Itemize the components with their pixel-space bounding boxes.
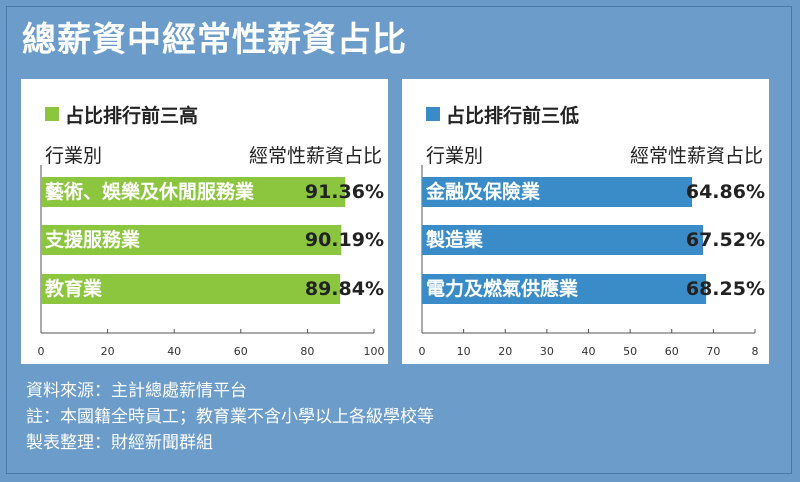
bar-value-label: 68.25% xyxy=(685,278,765,300)
x-tick-label: 40 xyxy=(581,345,596,358)
bar xyxy=(422,225,704,255)
x-tick-label: 50 xyxy=(623,345,638,358)
x-tick-label: 20 xyxy=(498,345,513,358)
bar xyxy=(41,177,346,207)
bar-value-label: 89.84% xyxy=(304,278,384,300)
x-tick-label: 60 xyxy=(664,345,679,358)
legend: 占比排行前三高 xyxy=(45,103,199,127)
x-tick-label: 80 xyxy=(300,345,315,358)
chart-panel-bottom-three: 占比排行前三低 行業別 經常性薪資占比 0 10 20 30 40 50 60 70 8 金融及保… xyxy=(402,79,769,364)
bar-category-label: 支援服務業 xyxy=(45,229,141,251)
x-tick-label: 0 xyxy=(37,345,45,358)
bar-chart-top-three xyxy=(40,165,375,334)
legend-swatch xyxy=(45,107,59,121)
x-tick-label: 8 xyxy=(751,345,759,358)
credit-note: 製表整理：財經新聞群組 xyxy=(26,433,213,453)
legend-label: 占比排行前三高 xyxy=(65,104,199,127)
bar-value-label: 67.52% xyxy=(685,229,765,251)
x-tick-label: 0 xyxy=(418,345,426,358)
legend-swatch xyxy=(426,107,440,121)
bar-value-label: 64.86% xyxy=(685,181,765,203)
bar-category-label: 電力及燃氣供應業 xyxy=(426,278,579,300)
x-tick-label: 30 xyxy=(539,345,554,358)
bar xyxy=(422,177,692,207)
legend: 占比排行前三低 xyxy=(426,103,580,127)
x-tick-label: 10 xyxy=(456,345,471,358)
bar-chart-bottom-three xyxy=(421,165,756,334)
column-header-share: 經常性薪資占比 xyxy=(248,145,382,167)
page-title: 總薪資中經常性薪資占比 xyxy=(22,20,407,60)
bar-value-label: 91.36% xyxy=(304,181,384,203)
legend-label: 占比排行前三低 xyxy=(446,104,580,127)
bar xyxy=(41,225,342,255)
bar-category-label: 藝術、娛樂及休閒服務業 xyxy=(45,181,255,203)
footnote: 註：本國籍全時員工；教育業不含小學以上各級學校等 xyxy=(26,407,434,427)
footnotes: 資料來源：主計總處薪情平台 註：本國籍全時員工；教育業不含小學以上各級學校等 製… xyxy=(26,378,434,456)
x-tick-label: 100 xyxy=(363,345,385,358)
bar-category-label: 金融及保險業 xyxy=(426,181,541,203)
bar xyxy=(422,274,707,304)
x-tick-label: 70 xyxy=(706,345,721,358)
bar-category-label: 製造業 xyxy=(426,229,484,251)
column-header-share: 經常性薪資占比 xyxy=(629,145,763,167)
bar-value-label: 90.19% xyxy=(304,229,384,251)
source-note: 資料來源：主計總處薪情平台 xyxy=(26,381,247,401)
bar xyxy=(41,274,341,304)
chart-panel-top-three: 占比排行前三高 行業別 經常性薪資占比 0 20 40 60 80 100 藝術、娛樂及休閒… xyxy=(21,79,388,364)
column-header-industry: 行業別 xyxy=(45,145,103,167)
x-tick-label: 60 xyxy=(233,345,248,358)
bar-category-label: 教育業 xyxy=(45,278,103,300)
x-tick-label: 20 xyxy=(100,345,115,358)
column-header-industry: 行業別 xyxy=(426,145,484,167)
x-tick-label: 40 xyxy=(167,345,182,358)
